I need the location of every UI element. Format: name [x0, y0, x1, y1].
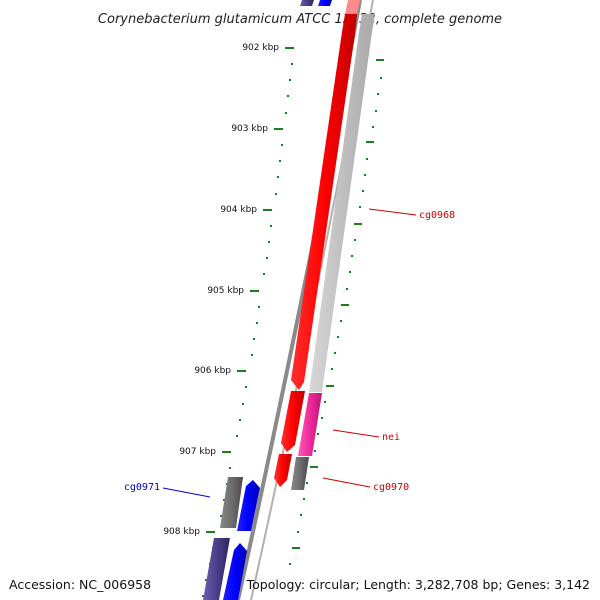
- tick-label: 905 kbp: [207, 286, 244, 296]
- cds-cg0968-cap: [345, 0, 360, 14]
- scale-ticks: [202, 47, 294, 597]
- cds-cg0971[interactable]: [237, 480, 260, 531]
- tick-label: 906 kbp: [194, 366, 231, 376]
- map-title: Corynebacterium glutamicum ATCC 13032, c…: [98, 12, 502, 27]
- cog-cg0970[interactable]: [291, 457, 309, 490]
- gene-label-cg0968[interactable]: cg0968: [419, 210, 455, 221]
- nei-leader-line: [332, 429, 380, 438]
- cg0968-leader-line: [368, 208, 417, 216]
- forward-cds-feature[interactable]: [223, 543, 247, 600]
- cog-cg0968[interactable]: [309, 14, 375, 392]
- topology-summary: Topology: circular; Length: 3,282,708 bp…: [246, 577, 590, 592]
- tick-label: 902 kbp: [242, 43, 279, 53]
- outer-ticks: [289, 59, 384, 565]
- accession-text: Accession: NC_006958: [9, 577, 152, 592]
- forward-cds-feature[interactable]: [318, 0, 332, 6]
- cog-cg0971[interactable]: [220, 477, 243, 528]
- cg0970-leader-line: [322, 477, 371, 488]
- forward-cog-feature[interactable]: [203, 538, 230, 600]
- gene-label-cg0970[interactable]: cg0970: [373, 482, 409, 493]
- tick-label: 904 kbp: [220, 205, 257, 215]
- cg0971-leader-line: [162, 487, 211, 498]
- cds-cg0968[interactable]: [291, 14, 357, 390]
- tick-label: 908 kbp: [163, 527, 200, 537]
- gene-label-nei[interactable]: nei: [382, 432, 400, 443]
- tick-label: 903 kbp: [231, 124, 268, 134]
- cog-nei[interactable]: [298, 393, 322, 456]
- cds-cg0970[interactable]: [274, 454, 292, 487]
- cds-nei[interactable]: [281, 391, 305, 452]
- forward-cog-feature[interactable]: [300, 0, 314, 6]
- gene-label-cg0971[interactable]: cg0971: [124, 482, 160, 493]
- tick-label: 907 kbp: [179, 447, 216, 457]
